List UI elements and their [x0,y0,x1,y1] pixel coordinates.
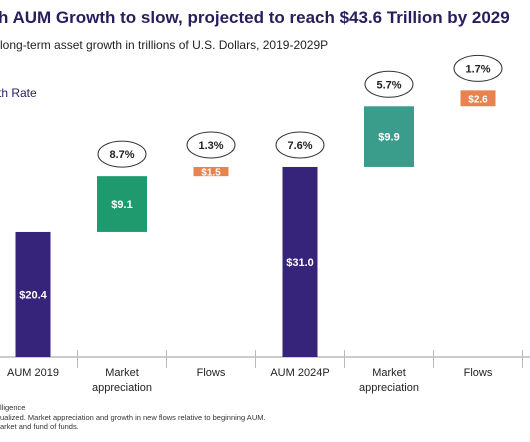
growth-bubble [364,70,414,98]
chart-title: h AUM Growth to slow, projected to reach… [0,8,510,27]
x-tick-label: AUM 2024P [270,367,330,379]
footnote: arket and fund of funds. [0,422,79,431]
value-label: $9.9 [378,132,399,144]
bar [97,176,147,232]
bar [364,106,414,167]
value-label: $1.5 [201,168,221,179]
x-tick-label: Flows [196,367,226,379]
value-label: $20.4 [19,289,47,301]
growth-rate: 8.7% [109,149,134,161]
x-tick-label: Flows [463,367,493,379]
value-label: $2.6 [468,94,488,105]
growth-bubble [186,131,236,159]
growth-rate: 5.7% [376,79,401,91]
x-tick-label: AUM 2019 [7,367,59,379]
chart-subtitle: long-term asset growth in trillions of U… [0,38,328,52]
bar [15,231,51,357]
footnote: lligence [0,403,26,412]
value-label: $9.1 [111,199,132,211]
growth-bubble [453,54,503,82]
bar [282,166,318,357]
bar [193,166,229,177]
growth-bubble [97,140,147,168]
growth-rate: 1.7% [465,63,490,75]
x-tick-label: Market appreciation [359,367,419,394]
legend-label: th Rate [0,86,37,100]
growth-bubble [275,131,325,159]
x-tick-label: Market appreciation [92,367,152,394]
value-label: $31.0 [286,257,314,269]
growth-rate: 1.3% [198,140,223,152]
bar [460,90,496,107]
footnote: ualized. Market appreciation and growth … [0,412,266,422]
growth-rate: 7.6% [287,140,312,152]
